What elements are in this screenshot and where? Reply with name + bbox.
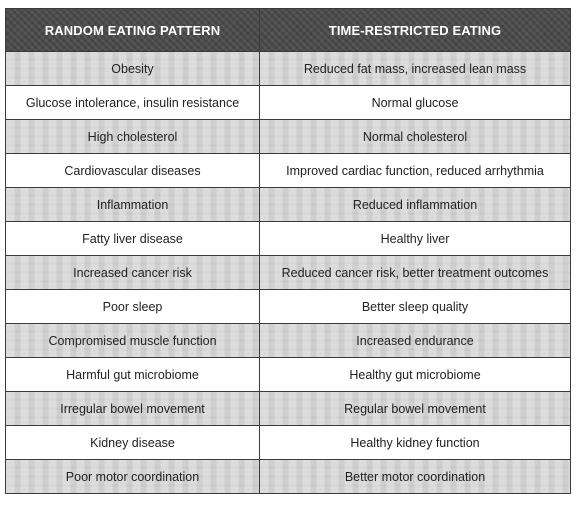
comparison-table: RANDOM EATING PATTERN TIME-RESTRICTED EA… <box>5 8 571 494</box>
table-row: Inflammation Reduced inflammation <box>5 187 571 222</box>
time-restricted-cell: Improved cardiac function, reduced arrhy… <box>259 153 571 188</box>
time-restricted-cell: Normal cholesterol <box>259 119 571 154</box>
table-row: Compromised muscle function Increased en… <box>5 323 571 358</box>
random-pattern-cell: Fatty liver disease <box>5 221 260 256</box>
random-pattern-cell: Harmful gut microbiome <box>5 357 260 392</box>
header-time-restricted-eating: TIME-RESTRICTED EATING <box>259 8 571 52</box>
table-row: Harmful gut microbiome Healthy gut micro… <box>5 357 571 392</box>
random-pattern-cell: High cholesterol <box>5 119 260 154</box>
time-restricted-cell: Reduced fat mass, increased lean mass <box>259 51 571 86</box>
table-row: Cardiovascular diseases Improved cardiac… <box>5 153 571 188</box>
table-row: Fatty liver disease Healthy liver <box>5 221 571 256</box>
random-pattern-cell: Increased cancer risk <box>5 255 260 290</box>
table-row: High cholesterol Normal cholesterol <box>5 119 571 154</box>
table-row: Irregular bowel movement Regular bowel m… <box>5 391 571 426</box>
time-restricted-cell: Better sleep quality <box>259 289 571 324</box>
time-restricted-cell: Better motor coordination <box>259 459 571 494</box>
time-restricted-cell: Reduced inflammation <box>259 187 571 222</box>
random-pattern-cell: Inflammation <box>5 187 260 222</box>
table-row: Poor motor coordination Better motor coo… <box>5 459 571 494</box>
random-pattern-cell: Glucose intolerance, insulin resistance <box>5 85 260 120</box>
time-restricted-cell: Normal glucose <box>259 85 571 120</box>
random-pattern-cell: Obesity <box>5 51 260 86</box>
time-restricted-cell: Increased endurance <box>259 323 571 358</box>
random-pattern-cell: Cardiovascular diseases <box>5 153 260 188</box>
time-restricted-cell: Reduced cancer risk, better treatment ou… <box>259 255 571 290</box>
random-pattern-cell: Kidney disease <box>5 425 260 460</box>
table-row: Kidney disease Healthy kidney function <box>5 425 571 460</box>
table-row: Poor sleep Better sleep quality <box>5 289 571 324</box>
table-row: Obesity Reduced fat mass, increased lean… <box>5 51 571 86</box>
time-restricted-cell: Healthy gut microbiome <box>259 357 571 392</box>
header-random-eating-pattern: RANDOM EATING PATTERN <box>5 8 260 52</box>
table-row: Increased cancer risk Reduced cancer ris… <box>5 255 571 290</box>
table-header-row: RANDOM EATING PATTERN TIME-RESTRICTED EA… <box>5 8 571 52</box>
random-pattern-cell: Poor motor coordination <box>5 459 260 494</box>
time-restricted-cell: Healthy kidney function <box>259 425 571 460</box>
time-restricted-cell: Regular bowel movement <box>259 391 571 426</box>
random-pattern-cell: Poor sleep <box>5 289 260 324</box>
table-row: Glucose intolerance, insulin resistance … <box>5 85 571 120</box>
random-pattern-cell: Compromised muscle function <box>5 323 260 358</box>
comparison-table-container: RANDOM EATING PATTERN TIME-RESTRICTED EA… <box>5 8 571 494</box>
time-restricted-cell: Healthy liver <box>259 221 571 256</box>
random-pattern-cell: Irregular bowel movement <box>5 391 260 426</box>
